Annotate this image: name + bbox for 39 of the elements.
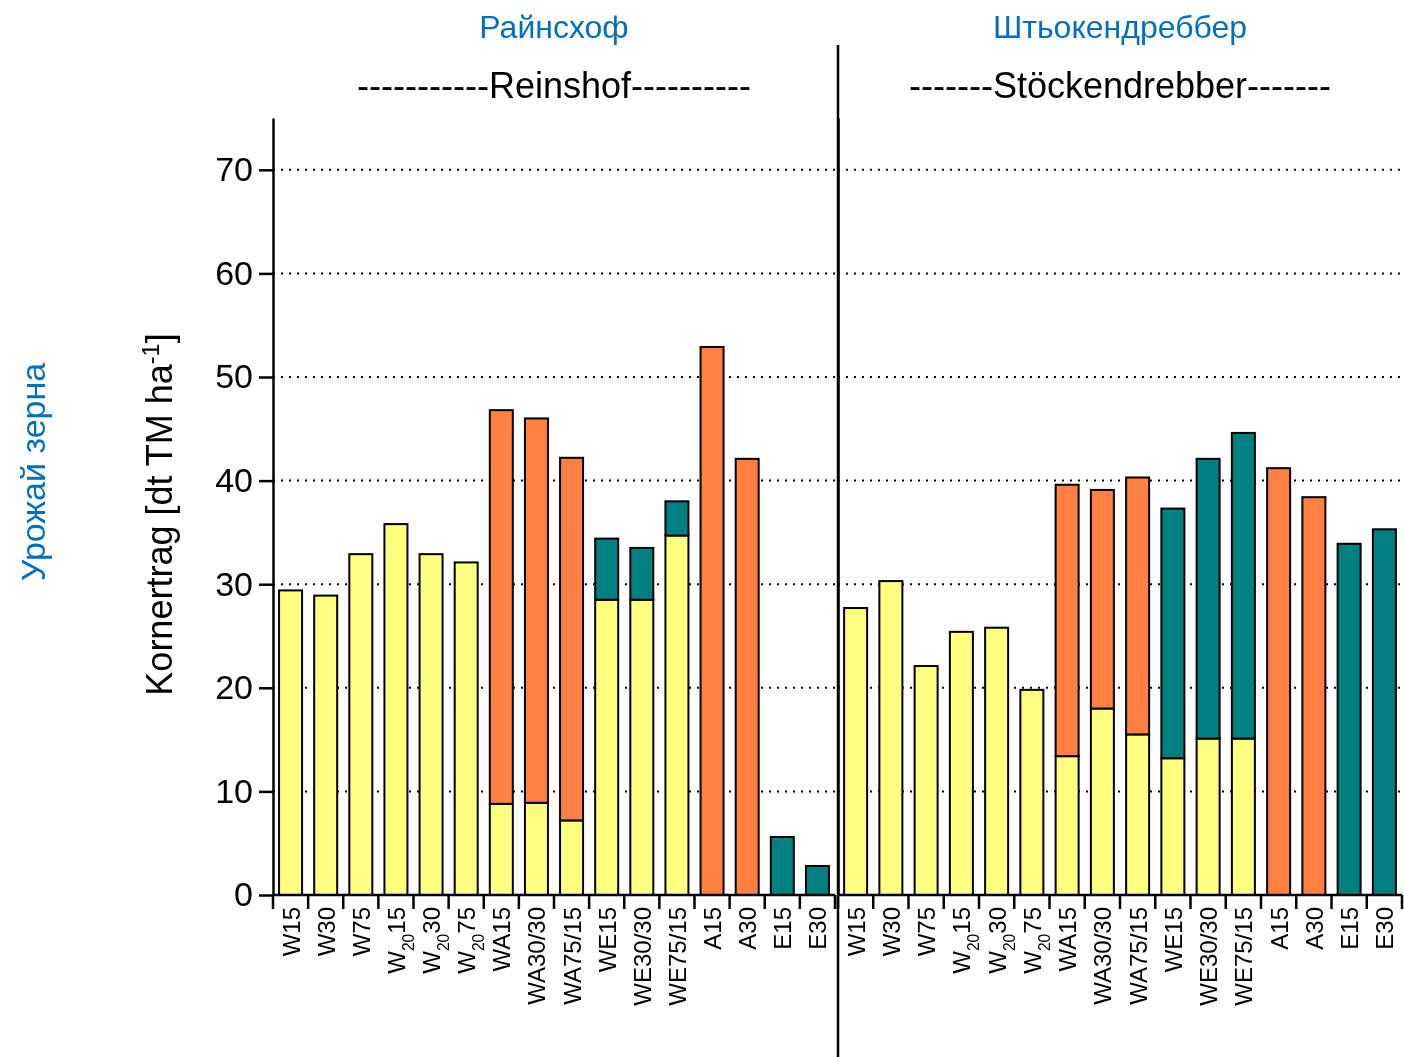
x-tick-label: WE75/15 [663,907,691,1006]
y-tick-label: 0 [234,875,253,914]
x-tick-label: W30 [312,907,340,957]
x-tick-label: A30 [734,907,762,950]
x-tick-label: W75 [913,907,941,957]
x-tick-label: E15 [769,907,797,950]
x-tick-label: WA15 [1054,907,1082,972]
x-tick-label: WA75/15 [558,907,586,1005]
y-tick-label: 10 [215,771,253,810]
x-tick-label: W15 [842,907,870,957]
y-tick-label: 40 [215,460,253,499]
y-tick-label: 60 [215,253,253,292]
x-tick-label: E30 [804,907,832,950]
y-tick-label: 50 [215,357,253,396]
x-tick-label: WE75/15 [1230,907,1258,1006]
x-tick-label: WA75/15 [1124,907,1152,1005]
chart-subtitle: -----------Reinshof---------- [357,65,751,106]
x-tick-label: W15 [277,907,305,957]
x-tick-label: A30 [1300,907,1328,950]
x-tick-label: WE15 [1159,907,1187,973]
x-tick-label: WA30/30 [1089,907,1117,1005]
y-tick-label: 20 [215,668,253,707]
x-tick-label: WE30/30 [628,907,656,1006]
chart-title: Райнсхоф [479,9,629,45]
x-tick-label: E30 [1371,907,1399,950]
x-tick-label: E15 [1336,907,1364,950]
x-tick-label: A15 [699,907,727,950]
x-tick-label: A15 [1265,907,1293,950]
x-tick-label: WE15 [593,907,621,973]
text: Урожай зерна [14,362,52,582]
y-tick-label: 30 [215,564,253,603]
x-tick-label: WA15 [488,907,516,972]
y-tick-label: 70 [215,150,253,189]
chart-title: Штьокендреббер [992,9,1248,45]
x-tick-label: WE30/30 [1195,907,1223,1006]
chart-subtitle: -------Stöckendrebber------- [909,65,1331,106]
x-tick-label: W75 [347,907,375,957]
x-tick-label: W30 [877,907,905,957]
x-tick-label: WA30/30 [523,907,551,1005]
